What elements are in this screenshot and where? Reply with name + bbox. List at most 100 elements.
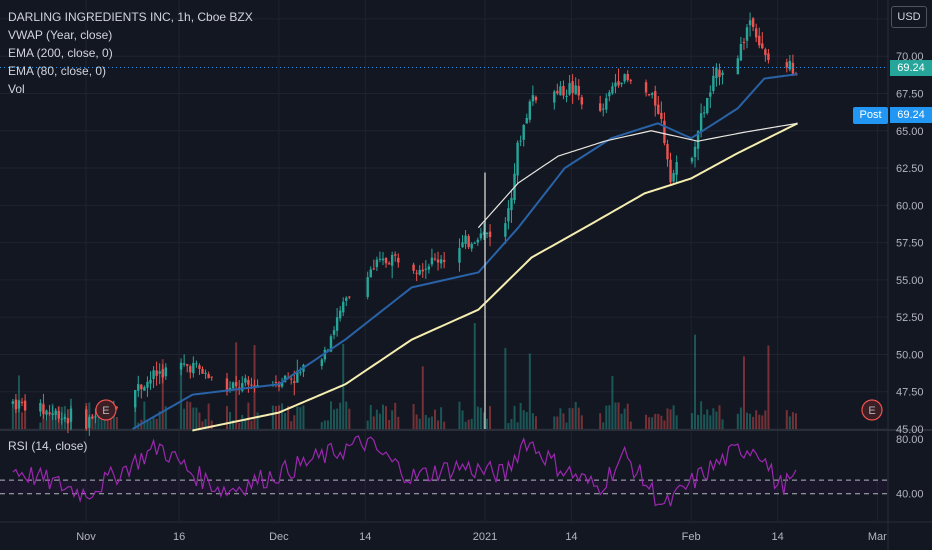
candle xyxy=(146,376,149,397)
indicator-ema-80[interactable]: EMA (80, close, 0) xyxy=(8,64,107,78)
volume-bar xyxy=(510,419,513,429)
candle-body xyxy=(623,74,626,82)
candle xyxy=(320,358,324,370)
rsi-axis-labels: 80.00 40.00 xyxy=(896,434,924,501)
candle xyxy=(488,224,492,247)
indicator-volume[interactable]: Vol xyxy=(8,82,25,96)
candle-body xyxy=(556,90,559,94)
volume-bar xyxy=(323,420,326,429)
candle xyxy=(20,397,24,407)
volume-bar xyxy=(381,404,384,429)
rsi-label[interactable]: RSI (14, close) xyxy=(8,439,88,453)
candle-body xyxy=(244,378,247,383)
volume-bar xyxy=(91,414,94,429)
volume-bars xyxy=(11,323,797,429)
volume-bar xyxy=(372,416,375,429)
candle-body xyxy=(791,62,795,74)
candle-body xyxy=(342,301,345,313)
candle xyxy=(718,63,721,86)
candle-body xyxy=(91,416,94,419)
time-tick-label: 2021 xyxy=(473,531,497,543)
volume-bar xyxy=(14,405,17,429)
volume-bar xyxy=(195,407,198,429)
candle xyxy=(611,82,614,95)
candle xyxy=(88,414,91,436)
volume-bar xyxy=(225,406,228,429)
candle-body xyxy=(140,384,143,390)
candle xyxy=(690,156,694,165)
candle xyxy=(461,235,464,248)
post-label: Post xyxy=(853,107,888,124)
candle xyxy=(629,78,632,85)
candle xyxy=(605,93,608,114)
candle xyxy=(195,360,198,368)
candle xyxy=(510,189,513,223)
candle xyxy=(525,113,528,124)
candle-body xyxy=(751,18,755,27)
chart-legend: DARLING INGREDIENTS INC, 1h, Cboe BZX VW… xyxy=(8,8,253,98)
candle-body xyxy=(647,94,651,96)
candle-body xyxy=(69,408,73,422)
volume-bar xyxy=(24,401,27,429)
indicator-vwap[interactable]: VWAP (Year, close) xyxy=(8,28,113,42)
volume-bar xyxy=(479,407,482,429)
volume-bar xyxy=(470,418,473,429)
earnings-label: E xyxy=(868,405,875,417)
candle-body xyxy=(164,367,167,377)
candle-body xyxy=(476,239,480,243)
candle xyxy=(66,409,70,434)
indicator-ema-200[interactable]: EMA (200, close, 0) xyxy=(8,46,113,60)
candle xyxy=(427,263,431,274)
candle xyxy=(721,70,724,85)
candle xyxy=(348,296,351,300)
candle xyxy=(709,85,712,109)
candle-body xyxy=(736,58,740,75)
candle xyxy=(473,241,476,244)
candle xyxy=(580,94,584,110)
candle-body xyxy=(739,44,743,61)
candle xyxy=(378,251,382,263)
candle xyxy=(562,80,565,100)
volume-bar xyxy=(736,413,739,429)
currency-button[interactable]: USD xyxy=(891,6,927,28)
candle xyxy=(482,223,486,241)
candle xyxy=(14,394,18,414)
price-tick-label: 65.00 xyxy=(896,126,924,138)
volume-bar xyxy=(562,413,565,429)
candlesticks xyxy=(11,12,798,436)
candle xyxy=(758,27,761,49)
volume-bar xyxy=(241,414,244,429)
candle xyxy=(161,364,164,384)
candle-body xyxy=(115,406,119,408)
candle xyxy=(179,358,183,376)
volume-bar xyxy=(152,416,155,429)
candle-body xyxy=(706,97,709,114)
candle-body xyxy=(568,83,571,95)
candle xyxy=(479,227,483,241)
candle xyxy=(48,404,51,416)
candle-body xyxy=(11,401,15,404)
candle-body xyxy=(650,93,654,95)
candle-body xyxy=(345,297,348,301)
volume-bar xyxy=(256,412,259,429)
candle-body xyxy=(137,384,140,391)
volume-bar xyxy=(348,408,351,429)
candle-body xyxy=(574,85,577,95)
candle-body xyxy=(54,410,57,415)
volume-bar xyxy=(112,410,115,429)
candle-body xyxy=(482,231,486,236)
candle-body xyxy=(320,359,324,366)
candle-body xyxy=(158,371,161,374)
volume-bar xyxy=(274,406,277,429)
volume-bar xyxy=(290,421,293,429)
volume-bar xyxy=(556,416,559,429)
price-tick-label: 62.50 xyxy=(896,163,924,175)
time-tick-label: 14 xyxy=(771,531,783,543)
candle xyxy=(140,383,143,399)
candle-body xyxy=(207,373,210,379)
volume-bar xyxy=(690,413,693,429)
candle xyxy=(192,356,195,378)
candle-body xyxy=(534,96,538,101)
